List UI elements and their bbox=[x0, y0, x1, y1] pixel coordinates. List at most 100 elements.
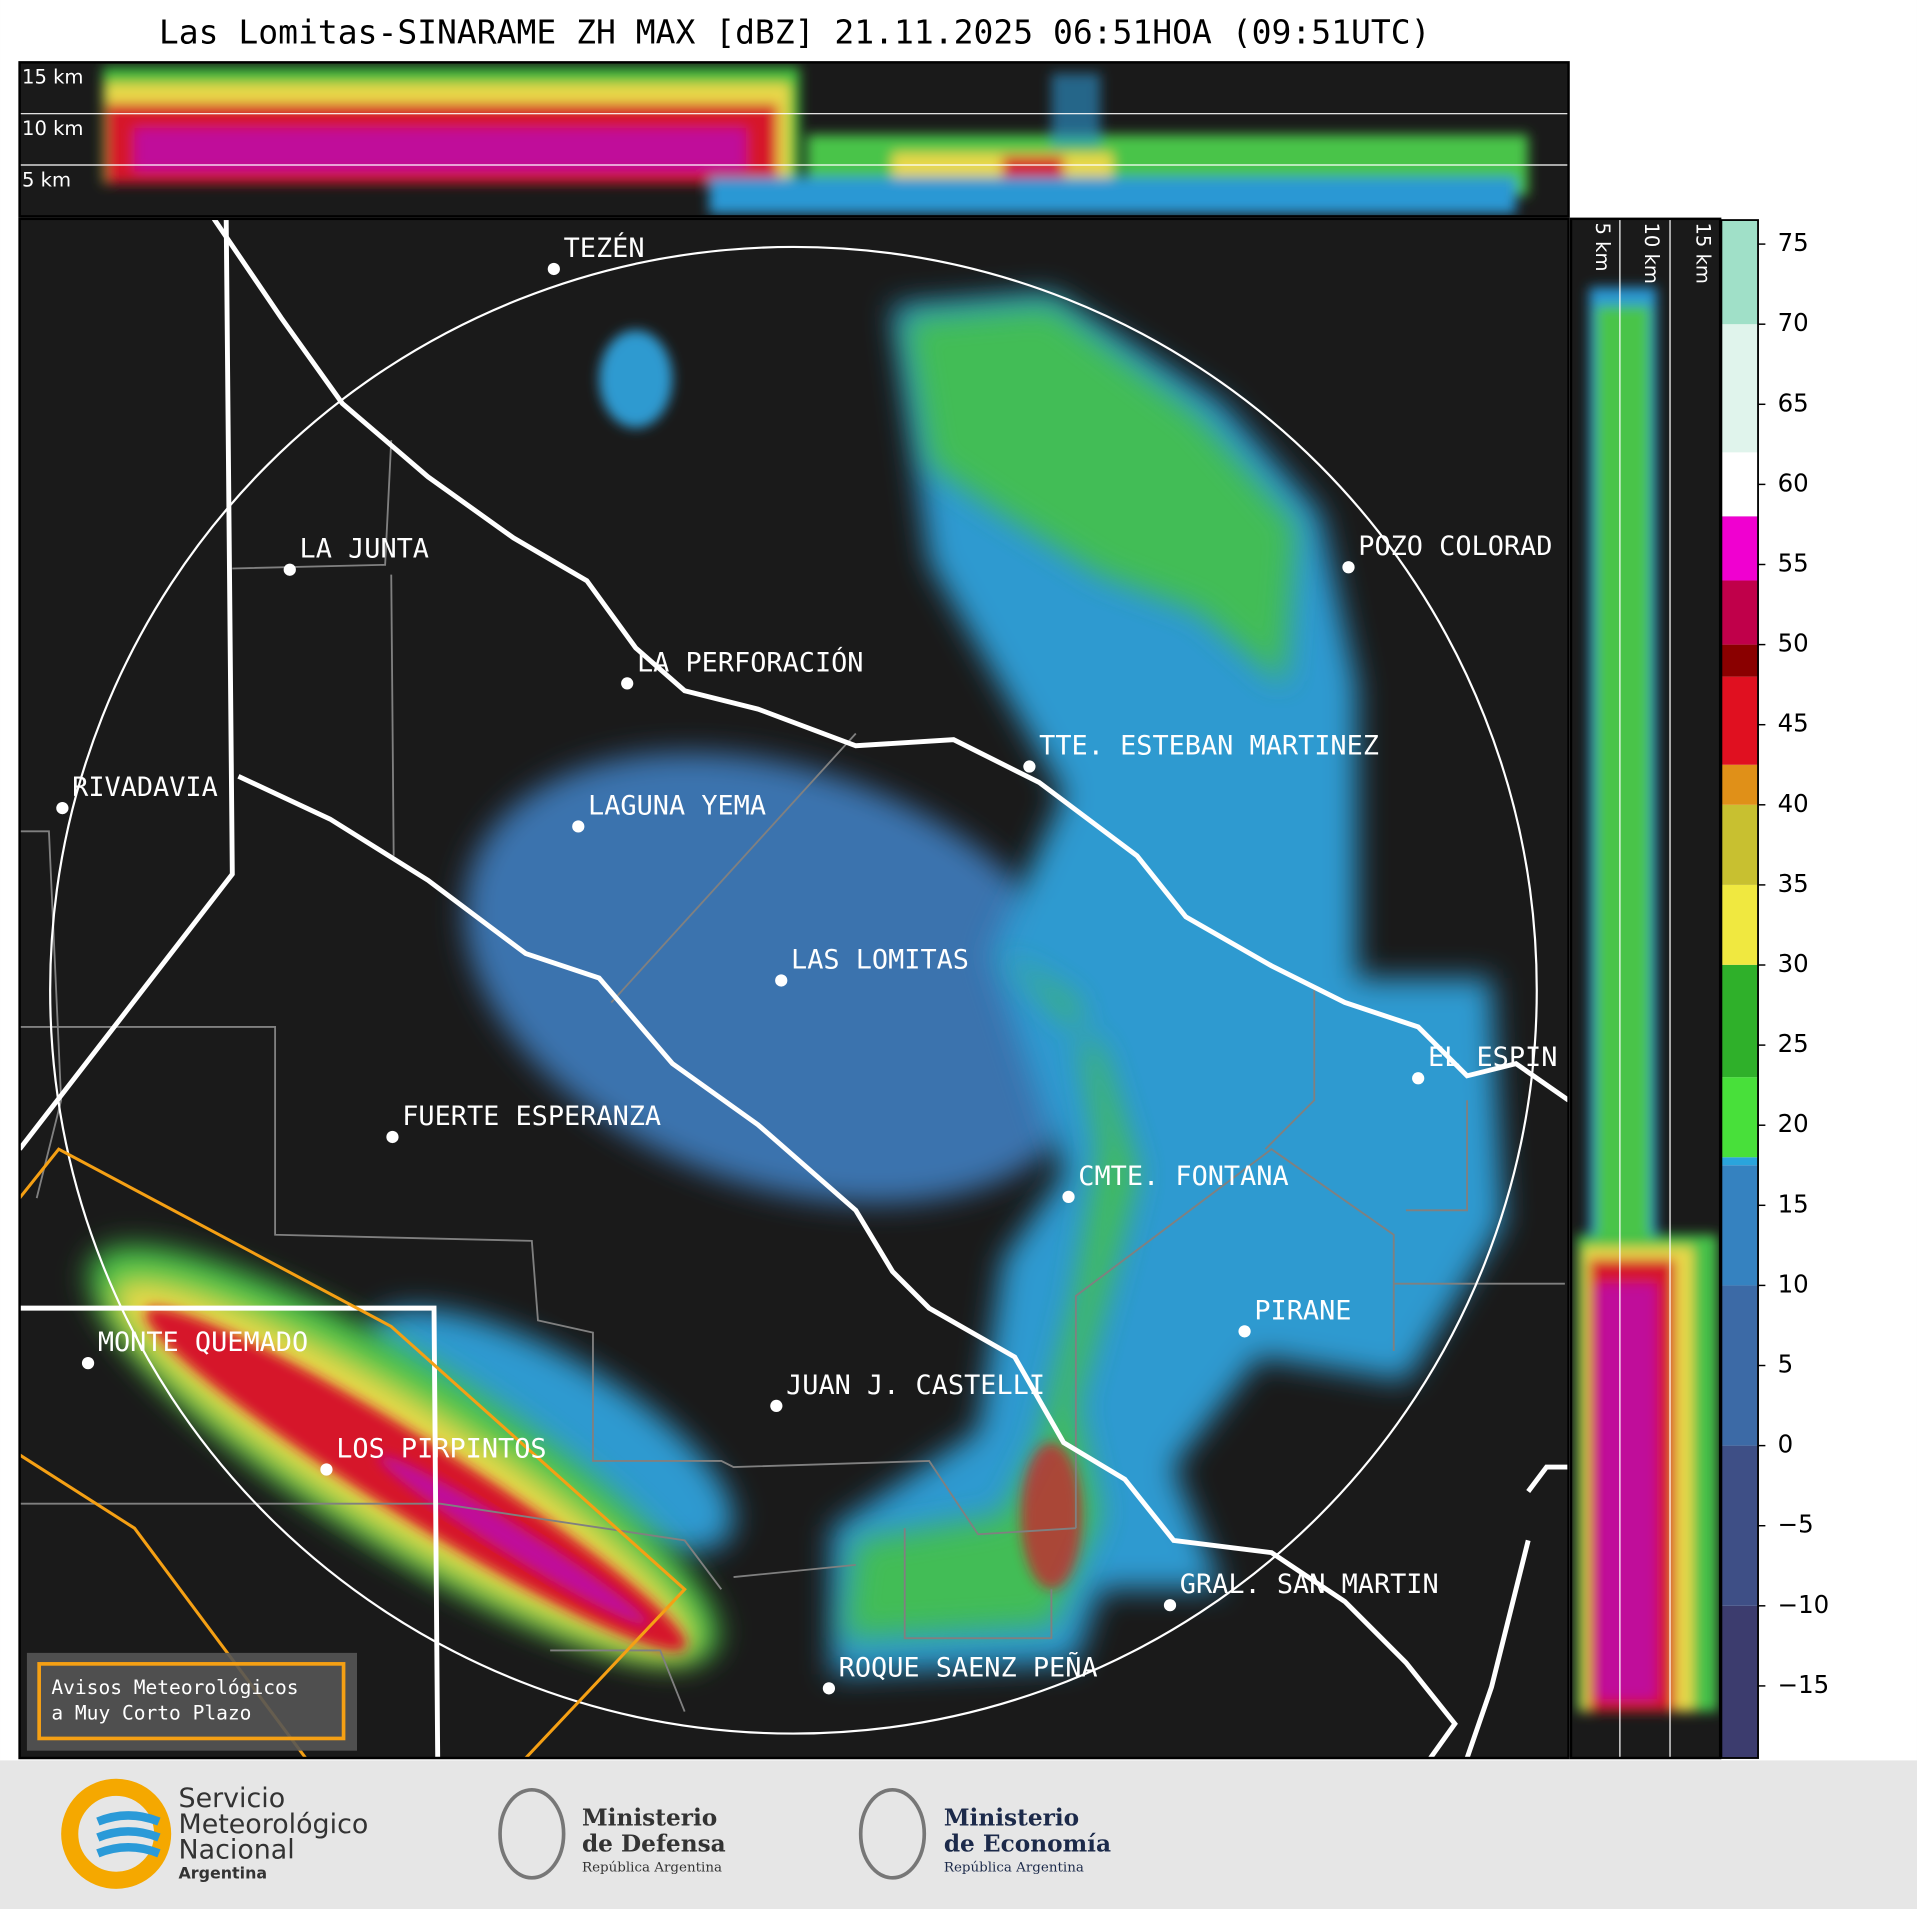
logo-text: Ministerio bbox=[582, 1805, 717, 1832]
height-label: 5 km bbox=[22, 168, 71, 191]
place-label: TTE. ESTEBAN MARTINEZ bbox=[1039, 730, 1379, 761]
side-echo bbox=[1577, 287, 1718, 1712]
colorbar-tick-label: 40 bbox=[1778, 789, 1809, 818]
colorbar-segment bbox=[1721, 1157, 1759, 1166]
panel-frame bbox=[18, 61, 1570, 218]
logo-text: de Economía bbox=[944, 1830, 1111, 1857]
place-dot bbox=[621, 677, 634, 690]
logo-text: República Argentina bbox=[944, 1861, 1084, 1876]
colorbar-segment bbox=[1721, 220, 1759, 325]
height-label: 15 km bbox=[22, 66, 83, 89]
colorbar-tick-label: −10 bbox=[1778, 1590, 1830, 1619]
logo-text: Argentina bbox=[179, 1864, 268, 1883]
place-dot bbox=[1342, 561, 1355, 574]
logo-text: República Argentina bbox=[582, 1861, 722, 1876]
colorbar-tick-label: 0 bbox=[1778, 1430, 1794, 1459]
colorbar-tick-label: 75 bbox=[1778, 228, 1809, 257]
place-dot bbox=[386, 1130, 399, 1144]
state-borders bbox=[19, 218, 1569, 1759]
place-dot bbox=[572, 820, 585, 833]
colorbar-segment bbox=[1721, 1077, 1759, 1158]
place-label: JUAN J. CASTELLI bbox=[786, 1370, 1045, 1401]
footer bbox=[0, 1760, 1917, 1909]
logo-text: de Defensa bbox=[582, 1830, 726, 1857]
place-dot bbox=[81, 1357, 95, 1370]
logo-text: Ministerio bbox=[944, 1805, 1079, 1832]
place-label: PIRANE bbox=[1254, 1295, 1351, 1326]
colorbar-segment bbox=[1721, 324, 1759, 453]
colorbar-frame bbox=[1720, 219, 1759, 1759]
notice-frame bbox=[37, 1662, 346, 1741]
top-panel bbox=[19, 62, 1569, 217]
colorbar-segment bbox=[1721, 764, 1759, 805]
colorbar-segment bbox=[1721, 804, 1759, 885]
notice-line: Avisos Meteorológicos bbox=[51, 1676, 298, 1699]
colorbar-tick-label: 65 bbox=[1778, 388, 1809, 417]
place-dot bbox=[1163, 1599, 1177, 1612]
place-label: LA JUNTA bbox=[300, 534, 429, 565]
top-echo bbox=[102, 67, 1529, 214]
panel-frame bbox=[1569, 217, 1722, 1760]
colorbar-segment bbox=[1721, 1285, 1759, 1446]
province-borders bbox=[19, 440, 1565, 1712]
colorbar-tick-label: 35 bbox=[1778, 869, 1809, 898]
height-label: 10 km bbox=[1640, 223, 1663, 284]
place-label: TEZÉN bbox=[564, 232, 645, 264]
notice-line: a Muy Corto Plazo bbox=[51, 1702, 251, 1725]
height-label: 5 km bbox=[1591, 223, 1614, 272]
notice-box bbox=[26, 1652, 358, 1751]
place-label: ROQUE SAENZ PEÑA bbox=[839, 1651, 1098, 1683]
colorbar-segment bbox=[1721, 452, 1759, 517]
range-ring bbox=[49, 245, 1538, 1735]
place-label: LA PERFORACIÓN bbox=[637, 646, 864, 678]
place-label: LOS PIRPINTOS bbox=[336, 1433, 546, 1464]
place-dot bbox=[770, 1399, 783, 1413]
logo-text: Nacional bbox=[179, 1834, 295, 1865]
place-dot bbox=[320, 1463, 333, 1476]
place-dot bbox=[547, 262, 560, 276]
colorbar-tick-label: 10 bbox=[1778, 1269, 1809, 1298]
place-label: POZO COLORAD bbox=[1358, 531, 1552, 562]
logo-defensa: Ministerio de Defensa República Argentin… bbox=[498, 1787, 726, 1880]
place-dot bbox=[1412, 1072, 1425, 1085]
place-label: LAGUNA YEMA bbox=[588, 790, 766, 821]
colorbar-tick-label: 25 bbox=[1778, 1029, 1809, 1058]
colorbar-tick-label: 45 bbox=[1778, 709, 1809, 738]
place-dot bbox=[775, 974, 788, 987]
logo-text: Servicio bbox=[179, 1783, 286, 1814]
colorbar-tick-label: 55 bbox=[1778, 548, 1809, 577]
panel-frame bbox=[18, 217, 1570, 1760]
map-panel: TEZÉN LA JUNTA LA PERFORACIÓN POZO COLORAD T… bbox=[19, 218, 1569, 1759]
place-dot bbox=[56, 801, 69, 815]
colorbar-segment bbox=[1721, 1605, 1759, 1759]
colorbar-tick-label: 5 bbox=[1778, 1350, 1794, 1379]
colorbar-segment bbox=[1721, 644, 1759, 677]
colorbar-segment bbox=[1721, 580, 1759, 645]
colorbar-tick-label: 50 bbox=[1778, 629, 1809, 658]
place-labels: TEZÉN LA JUNTA LA PERFORACIÓN POZO COLORAD T… bbox=[56, 232, 1557, 1695]
place-dot bbox=[822, 1682, 836, 1695]
colorbar-segment bbox=[1721, 884, 1759, 965]
place-dot bbox=[1238, 1325, 1251, 1338]
place-label: GRAL. SAN MARTIN bbox=[1180, 1569, 1439, 1600]
colorbar-segment bbox=[1721, 1165, 1759, 1286]
place-dot bbox=[283, 563, 296, 576]
colorbar-tick-label: −5 bbox=[1778, 1510, 1814, 1539]
colorbar-segment bbox=[1721, 676, 1759, 765]
colorbar-segment bbox=[1721, 1445, 1759, 1606]
colorbar-tick-label: 60 bbox=[1778, 468, 1809, 497]
place-label: LAS LOMITAS bbox=[791, 944, 969, 975]
place-label: RIVADAVIA bbox=[72, 772, 218, 803]
place-label: FUERTE ESPERANZA bbox=[402, 1101, 661, 1132]
colorbar-tick-label: 70 bbox=[1778, 308, 1809, 337]
colorbar-tick-label: 30 bbox=[1778, 949, 1809, 978]
height-label: 15 km bbox=[1691, 223, 1714, 284]
place-label: CMTE. FONTANA bbox=[1078, 1161, 1288, 1192]
colorbar-tick-label: 15 bbox=[1778, 1189, 1809, 1218]
place-label: MONTE QUEMADO bbox=[98, 1327, 308, 1358]
colorbar-tick-label: 20 bbox=[1778, 1109, 1809, 1138]
place-label: EL ESPIN bbox=[1428, 1042, 1557, 1073]
colorbar: −15 −10 −5 0 5 10 15 20 25 30 35 40 45 50 55 60 65 70 75 bbox=[1720, 219, 1830, 1759]
